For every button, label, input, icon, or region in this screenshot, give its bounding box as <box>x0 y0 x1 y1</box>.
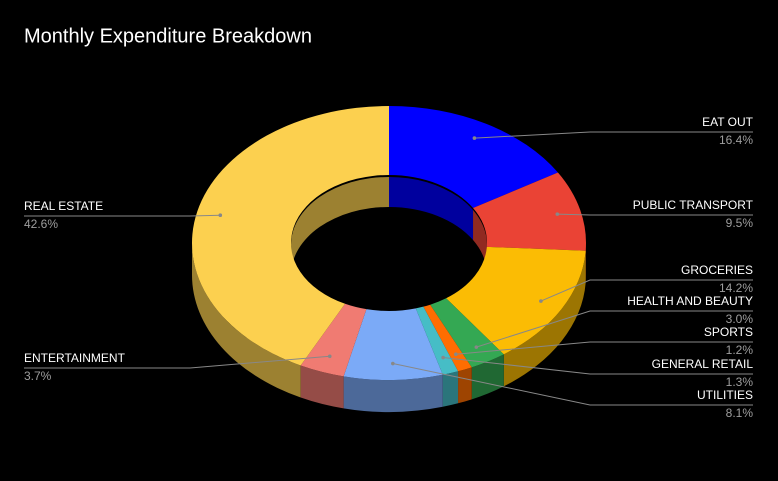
label-name: EAT OUT <box>702 115 754 129</box>
leader-line <box>557 213 753 216</box>
leader-line <box>24 355 330 369</box>
label-value: 1.2% <box>726 343 754 357</box>
slice <box>446 246 586 355</box>
leader-dot <box>218 213 223 218</box>
label-value: 14.2% <box>719 281 753 295</box>
label-value: 3.7% <box>24 369 52 383</box>
leader-dot <box>474 345 479 349</box>
slice <box>423 304 472 372</box>
label-name: SPORTS <box>704 325 753 339</box>
label-name: REAL ESTATE <box>24 199 103 213</box>
leader-dot <box>555 212 560 216</box>
label-value: 8.1% <box>726 406 754 420</box>
outer-wall <box>192 243 301 398</box>
label-value: 1.3% <box>726 375 754 389</box>
slice <box>389 106 558 209</box>
leader-line <box>443 357 753 375</box>
outer-walls <box>192 243 586 412</box>
outer-wall <box>343 374 443 412</box>
leader-line <box>392 363 753 406</box>
leader-line <box>540 279 753 302</box>
slice <box>192 106 389 366</box>
label-name: PUBLIC TRANSPORT <box>633 198 754 212</box>
slice <box>473 172 586 251</box>
labels: EAT OUT 16.4% PUBLIC TRANSPORT 9.5% GROCERIE… <box>24 115 754 420</box>
outer-wall <box>300 365 344 409</box>
label-value: 42.6% <box>24 217 58 231</box>
label-value: 3.0% <box>726 312 754 326</box>
outer-wall <box>442 371 459 407</box>
label-name: ENTERTAINMENT <box>24 351 126 365</box>
label-value: 9.5% <box>726 216 754 230</box>
leader-line <box>24 214 221 217</box>
leader-dot <box>327 354 332 359</box>
inner-wall <box>473 208 487 275</box>
slices <box>192 106 586 380</box>
leader-line <box>476 310 753 348</box>
slice <box>300 303 367 377</box>
label-value: 16.4% <box>719 133 753 147</box>
leader-line <box>455 341 753 355</box>
label-name: UTILITIES <box>697 388 753 402</box>
outer-wall <box>471 354 504 400</box>
leader-dot <box>472 136 477 140</box>
leader-line <box>474 131 753 139</box>
chart-title: Monthly Expenditure Breakdown <box>24 25 312 47</box>
slice <box>343 308 443 380</box>
label-name: GENERAL RETAIL <box>652 357 754 371</box>
slice <box>430 298 504 368</box>
outer-wall <box>458 367 472 404</box>
label-name: GROCERIES <box>681 263 753 277</box>
leader-dot <box>539 299 543 303</box>
leader-dot <box>391 361 395 366</box>
leader-dot <box>454 352 458 357</box>
outer-wall <box>503 250 586 387</box>
leader-dot <box>441 355 445 360</box>
label-name: HEALTH AND BEAUTY <box>627 294 753 308</box>
